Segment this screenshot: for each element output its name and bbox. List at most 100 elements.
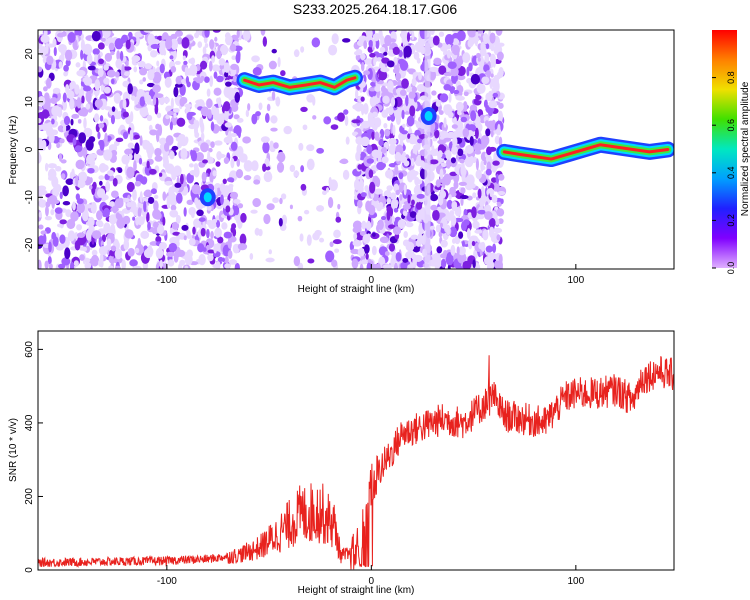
- noise-speck: [63, 115, 71, 126]
- noise-speck: [376, 262, 381, 269]
- noise-speck: [456, 30, 466, 42]
- noise-speck: [360, 103, 365, 116]
- noise-speck: [219, 64, 225, 70]
- noise-speck: [440, 130, 448, 138]
- noise-speck: [175, 214, 181, 224]
- noise-speck: [76, 224, 83, 231]
- noise-speck: [490, 129, 494, 138]
- noise-speck: [314, 229, 322, 237]
- noise-speck: [132, 188, 137, 201]
- y-tick-label: -20: [24, 237, 35, 252]
- noise-speck: [471, 206, 477, 219]
- noise-speck: [379, 46, 386, 53]
- noise-speck: [383, 51, 388, 56]
- noise-speck: [190, 150, 198, 162]
- noise-speck: [454, 206, 462, 217]
- noise-speck: [306, 93, 315, 103]
- noise-speck: [183, 207, 187, 217]
- noise-speck: [363, 70, 370, 76]
- noise-speck: [94, 98, 103, 109]
- noise-speck: [484, 120, 490, 127]
- noise-speck: [47, 168, 57, 180]
- noise-speck: [449, 226, 458, 238]
- noise-speck: [281, 214, 288, 226]
- noise-speck: [212, 30, 221, 33]
- noise-speck: [439, 222, 443, 228]
- noise-speck: [328, 44, 338, 56]
- noise-speck: [278, 217, 283, 227]
- noise-speck: [224, 139, 234, 144]
- noise-speck: [113, 92, 121, 104]
- noise-speck: [379, 128, 385, 139]
- vertical-streak: [424, 30, 431, 269]
- noise-speck: [397, 58, 406, 65]
- noise-speck: [411, 30, 415, 40]
- noise-speck: [480, 186, 485, 197]
- noise-speck: [83, 127, 93, 138]
- noise-speck: [381, 57, 390, 64]
- noise-speck: [276, 151, 286, 163]
- noise-speck: [215, 161, 221, 167]
- noise-speck: [177, 37, 183, 45]
- snr-x-label: Height of straight line (km): [298, 585, 415, 596]
- noise-speck: [223, 157, 230, 165]
- noise-speck: [175, 192, 183, 204]
- noise-speck: [467, 212, 473, 218]
- noise-speck: [468, 62, 473, 72]
- noise-speck: [38, 259, 42, 269]
- noise-speck: [52, 87, 61, 94]
- noise-speck: [484, 53, 490, 64]
- noise-speck: [363, 103, 369, 115]
- noise-speck: [146, 82, 155, 88]
- noise-speck: [45, 205, 49, 217]
- noise-speck: [432, 209, 440, 221]
- noise-speck: [47, 163, 57, 169]
- noise-speck: [126, 201, 133, 208]
- noise-speck: [373, 56, 377, 67]
- noise-speck: [61, 173, 66, 180]
- noise-speck: [148, 124, 153, 132]
- x-tick-label: 100: [567, 576, 584, 587]
- noise-speck: [110, 114, 115, 125]
- noise-speck: [498, 102, 504, 109]
- noise-speck: [165, 135, 174, 146]
- noise-speck: [92, 48, 100, 55]
- noise-speck: [374, 188, 383, 195]
- noise-speck: [410, 157, 415, 167]
- noise-speck: [492, 160, 500, 166]
- noise-speck: [216, 113, 225, 125]
- noise-speck: [371, 232, 376, 237]
- noise-speck: [496, 71, 503, 79]
- noise-speck: [355, 151, 361, 162]
- noise-speck: [72, 201, 76, 211]
- noise-speck: [252, 67, 262, 76]
- noise-speck: [40, 230, 47, 235]
- noise-speck: [456, 74, 466, 81]
- noise-speck: [148, 142, 154, 155]
- noise-speck: [440, 258, 447, 268]
- noise-speck: [223, 101, 231, 112]
- noise-speck: [357, 247, 366, 257]
- noise-speck: [430, 204, 438, 211]
- noise-speck: [280, 70, 286, 77]
- noise-speck: [492, 56, 496, 68]
- noise-speck: [223, 231, 233, 239]
- noise-speck: [452, 38, 460, 46]
- noise-speck: [370, 263, 379, 269]
- noise-speck: [459, 194, 469, 200]
- noise-speck: [194, 131, 200, 139]
- noise-speck: [376, 161, 386, 171]
- noise-speck: [251, 55, 260, 63]
- noise-speck: [154, 103, 159, 115]
- noise-speck: [94, 79, 101, 91]
- noise-speck: [159, 259, 163, 269]
- noise-speck: [431, 90, 437, 96]
- noise-speck: [406, 115, 415, 127]
- noise-speck: [48, 263, 53, 269]
- noise-speck: [62, 92, 67, 103]
- noise-speck: [280, 193, 287, 200]
- noise-speck: [79, 254, 85, 261]
- noise-speck: [142, 77, 146, 82]
- noise-speck: [380, 35, 385, 47]
